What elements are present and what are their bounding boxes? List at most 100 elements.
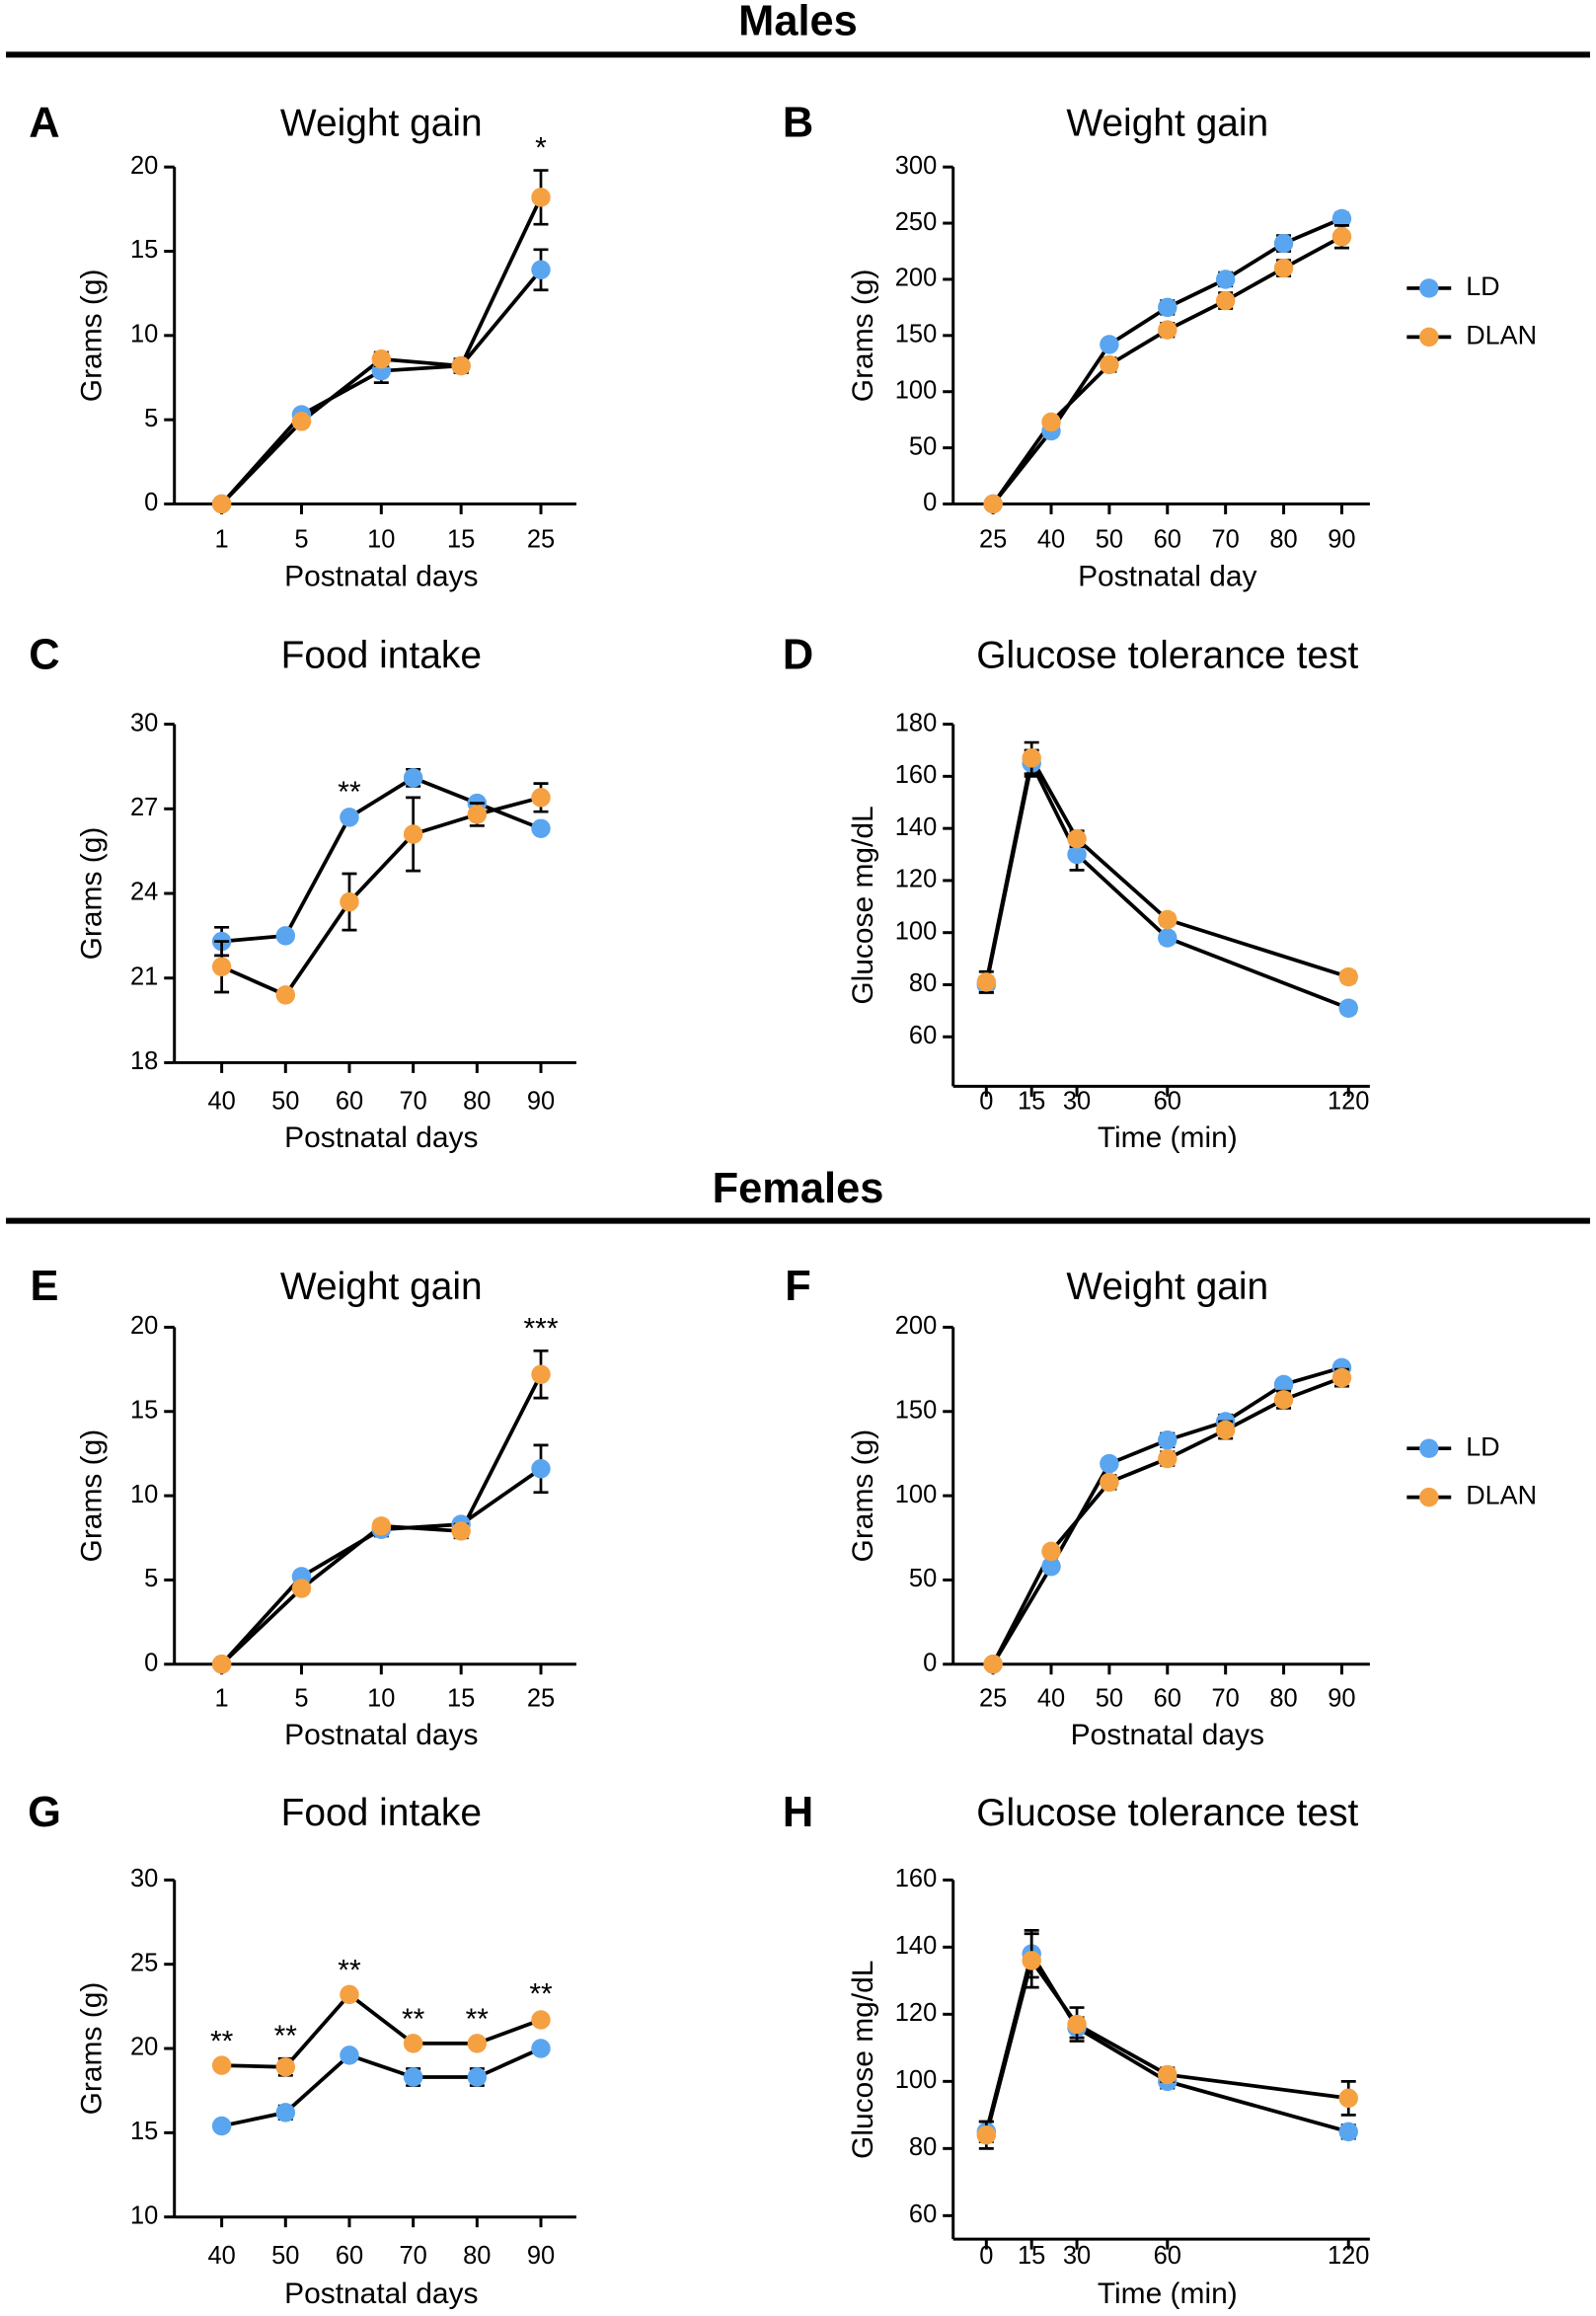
y-tick-label: 80 — [909, 969, 937, 997]
x-tick-label: 5 — [294, 526, 308, 554]
y-tick-label: 60 — [909, 2200, 937, 2228]
y-tick-label: 15 — [130, 2118, 158, 2145]
y-tick-label: 120 — [895, 866, 937, 893]
data-point — [976, 972, 997, 992]
y-tick-label: 20 — [130, 2034, 158, 2061]
data-point — [531, 1364, 551, 1384]
data-point — [275, 2057, 296, 2077]
data-point — [211, 957, 232, 977]
data-point — [340, 1984, 359, 2005]
x-axis-label: Postnatal days — [284, 1719, 478, 1751]
y-tick-label: 180 — [895, 709, 937, 736]
y-tick-label: 25 — [130, 1949, 158, 1976]
data-point — [1338, 2088, 1358, 2109]
series-line — [991, 1375, 1343, 1665]
data-point — [1338, 966, 1358, 987]
x-tick-label: 15 — [447, 1684, 475, 1712]
y-tick-label: 250 — [895, 208, 937, 236]
data-point — [1100, 1472, 1119, 1493]
significance: ** — [466, 2003, 490, 2036]
x-tick-label: 50 — [271, 2242, 299, 2270]
series-line — [991, 1365, 1342, 1665]
x-tick-label: 10 — [367, 526, 395, 554]
data-point — [1100, 1453, 1119, 1474]
y-tick-label: 10 — [130, 1481, 158, 1508]
data-point — [1041, 1557, 1061, 1577]
chart-title: Glucose tolerance test — [976, 635, 1358, 677]
chart-title: Weight gain — [280, 1266, 483, 1308]
data-point — [1100, 335, 1119, 354]
x-axis-label: Time (min) — [1098, 2277, 1238, 2310]
y-tick-label: 21 — [130, 963, 158, 990]
data-point — [1215, 290, 1236, 311]
data-point — [1273, 1374, 1294, 1395]
data-point — [1022, 748, 1041, 768]
data-point — [467, 2067, 488, 2087]
series-line — [220, 269, 543, 505]
series-line — [984, 752, 1349, 983]
x-tick-label: 50 — [1096, 526, 1123, 554]
y-tick-label: 150 — [895, 1396, 937, 1424]
x-tick-label: 1 — [215, 1684, 229, 1712]
section-title: Females — [713, 1165, 884, 1212]
x-tick-label: 0 — [979, 1088, 993, 1116]
x-tick-label: 90 — [527, 2242, 555, 2270]
y-axis-label: Glucose mg/dL — [847, 806, 879, 1004]
x-tick-label: 60 — [1154, 1088, 1181, 1116]
x-tick-label: 30 — [1063, 2242, 1091, 2270]
x-tick-label: 70 — [1212, 526, 1240, 554]
data-point — [451, 1521, 471, 1541]
y-tick-label: 10 — [130, 2201, 158, 2229]
data-point — [1338, 2122, 1358, 2142]
x-tick-label: 10 — [367, 1684, 395, 1712]
data-point — [1100, 354, 1119, 375]
chart-title: Weight gain — [1066, 1266, 1268, 1308]
y-tick-label: 200 — [895, 265, 937, 292]
data-point — [275, 2103, 296, 2123]
legend-marker — [1419, 1438, 1439, 1458]
significance: ** — [338, 776, 361, 809]
y-tick-label: 160 — [895, 761, 937, 789]
data-point — [1331, 226, 1352, 247]
section-title: Males — [738, 0, 858, 44]
x-tick-label: 70 — [399, 2242, 426, 2270]
panel-label: A — [29, 100, 59, 147]
series-line — [221, 2046, 542, 2128]
x-tick-label: 15 — [1018, 1088, 1045, 1116]
legend-label: LD — [1466, 271, 1499, 301]
y-tick-label: 20 — [130, 1312, 158, 1340]
x-tick-label: 25 — [527, 1684, 555, 1712]
data-point — [531, 1459, 551, 1479]
data-point — [371, 349, 392, 369]
x-tick-label: 120 — [1328, 1088, 1369, 1116]
x-tick-label: 80 — [463, 2242, 491, 2270]
y-tick-label: 80 — [909, 2133, 937, 2161]
series-line — [984, 1956, 1349, 2136]
x-axis-label: Postnatal days — [1071, 1719, 1264, 1751]
data-point — [451, 355, 471, 376]
series-line — [220, 796, 542, 998]
data-point — [531, 788, 551, 808]
y-tick-label: 0 — [923, 1649, 937, 1676]
x-tick-label: 60 — [1154, 2242, 1181, 2270]
y-tick-label: 0 — [144, 489, 158, 516]
data-point — [1067, 844, 1087, 865]
significance: * — [535, 132, 547, 165]
x-axis-label: Postnatal day — [1078, 560, 1256, 592]
y-axis-label: Grams (g) — [75, 1429, 108, 1563]
data-point — [1338, 998, 1358, 1018]
data-point — [211, 1655, 232, 1674]
y-tick-label: 30 — [130, 1865, 158, 1892]
data-point — [1331, 208, 1352, 229]
y-tick-label: 27 — [130, 794, 158, 821]
y-tick-label: 100 — [895, 917, 937, 945]
data-point — [983, 1655, 1003, 1674]
x-axis-label: Postnatal days — [284, 560, 478, 592]
legend-marker — [1419, 278, 1439, 298]
data-point — [275, 985, 296, 1005]
series-line — [984, 757, 1349, 1010]
y-tick-label: 160 — [895, 1865, 937, 1892]
x-tick-label: 90 — [1328, 526, 1355, 554]
legend-label: LD — [1466, 1431, 1499, 1461]
x-tick-label: 80 — [463, 1088, 491, 1116]
